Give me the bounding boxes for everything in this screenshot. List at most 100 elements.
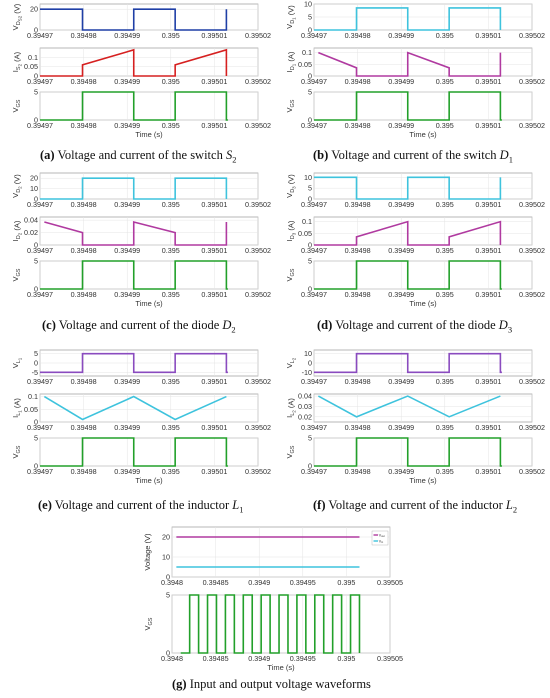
x-tick-label: 0.39498 — [345, 290, 371, 299]
x-tick-label: 0.39499 — [114, 121, 140, 130]
x-tick-label: 0.395 — [436, 377, 454, 386]
y-tick-label: 0 — [34, 285, 38, 294]
x-tick-label: 0.39498 — [345, 121, 371, 130]
y-axis-label: VGS — [11, 268, 22, 281]
x-tick-label: 0.39501 — [475, 290, 501, 299]
plot-frame — [313, 260, 533, 290]
x-tick-label: 0.39499 — [388, 467, 414, 476]
x-tick-label: 0.39501 — [201, 467, 227, 476]
x-tick-label: 0.39497 — [27, 377, 53, 386]
x-tick-label: 0.39498 — [345, 246, 371, 255]
x-tick-label: 0.39501 — [475, 377, 501, 386]
plot-frame — [313, 393, 533, 423]
x-tick-label: 0.39498 — [345, 377, 371, 386]
y-tick-label: 10 — [304, 0, 312, 9]
x-tick-label: 0.39501 — [475, 200, 501, 209]
x-tick-label: 0.395 — [337, 578, 355, 587]
x-tick-label: 0.39499 — [114, 246, 140, 255]
plot-frame — [39, 216, 259, 246]
y-tick-label: 5 — [308, 88, 312, 97]
x-tick-label: 0.39501 — [475, 121, 501, 130]
x-tick-label: 0.39502 — [519, 200, 545, 209]
plot-frame — [39, 172, 259, 200]
y-tick-label: 0 — [34, 116, 38, 125]
plot-e-bot: 0.39497 0.39498 0.39499 0.395 0.39501 0.39502… — [11, 434, 271, 486]
x-tick-label: 0.39502 — [245, 290, 271, 299]
x-tick-label: 0.39498 — [71, 31, 97, 40]
y-axis-label: VGS — [143, 617, 154, 630]
y-axis-label: ID3 (A) — [285, 220, 297, 241]
x-tick-label: 0.3949 — [248, 578, 270, 587]
x-tick-label: 0.39501 — [201, 423, 227, 432]
y-tick-label: 5 — [34, 434, 38, 443]
x-tick-label: 0.395 — [436, 31, 454, 40]
plot-frame — [313, 437, 533, 467]
plot-c-mid: 0.39497 0.39498 0.39499 0.395 0.39501 0.39502… — [11, 216, 271, 255]
x-tick-label: 0.39498 — [71, 467, 97, 476]
caption-e: (e) Voltage and current of the inductor … — [38, 498, 244, 515]
caption-f: (f) Voltage and current of the inductor … — [313, 498, 518, 515]
x-tick-label: 0.39501 — [201, 377, 227, 386]
plot-b-mid: 0.39497 0.39498 0.39499 0.395 0.39501 0.39502… — [285, 47, 545, 86]
x-tick-label: 0.39501 — [201, 77, 227, 86]
x-tick-label: 0.395 — [162, 121, 180, 130]
x-tick-label: 0.39502 — [245, 200, 271, 209]
y-tick-label: 0.1 — [28, 392, 38, 401]
x-tick-label: 0.3949 — [248, 654, 270, 663]
series-line-trace — [180, 594, 361, 654]
x-tick-label: 0.39498 — [345, 467, 371, 476]
x-tick-label: 0.39499 — [388, 377, 414, 386]
series-line-trace — [318, 51, 502, 77]
x-tick-label: 0.39498 — [71, 246, 97, 255]
y-tick-label: 0 — [34, 462, 38, 471]
series-line-trace — [44, 220, 228, 246]
plot-frame — [39, 260, 259, 290]
x-tick-label: 0.39502 — [519, 377, 545, 386]
y-axis-label: VD1 (V) — [285, 5, 297, 29]
x-tick-label: 0.39495 — [290, 578, 316, 587]
y-axis-label: VGS — [11, 99, 22, 112]
y-tick-label: 0.04 — [24, 216, 38, 225]
x-tick-label: 0.39502 — [519, 121, 545, 130]
y-tick-label: 5 — [308, 257, 312, 266]
x-tick-label: 0.39502 — [519, 290, 545, 299]
x-tick-label: 0.39502 — [245, 377, 271, 386]
plot-b-bot: 0.39497 0.39498 0.39499 0.395 0.39501 0.39502… — [285, 88, 545, 140]
plot-d-mid: 0.39497 0.39498 0.39499 0.395 0.39501 0.39502… — [285, 216, 545, 255]
x-tick-label: 0.3948 — [161, 654, 183, 663]
plot-f-mid: 0.39497 0.39498 0.39499 0.395 0.39501 0.39502… — [285, 392, 545, 432]
x-axis-label: Time (s) — [409, 130, 437, 139]
series-line-trace — [314, 437, 502, 467]
x-tick-label: 0.395 — [162, 31, 180, 40]
x-tick-label: 0.39499 — [114, 31, 140, 40]
x-tick-label: 0.395 — [162, 246, 180, 255]
x-tick-label: 0.39501 — [201, 31, 227, 40]
y-tick-label: 10 — [304, 173, 312, 182]
plot-d-bot: 0.39497 0.39498 0.39499 0.395 0.39501 0.39502… — [285, 257, 545, 309]
y-tick-label: 0.02 — [24, 228, 38, 237]
legend-entry: Vin — [379, 539, 384, 544]
y-tick-label: 0 — [308, 285, 312, 294]
y-axis-label: IS2 (A) — [11, 51, 23, 72]
x-tick-label: 0.39497 — [27, 200, 53, 209]
x-tick-label: 0.39499 — [114, 467, 140, 476]
x-tick-label: 0.39485 — [203, 654, 229, 663]
caption-g: (g) Input and output voltage waveforms — [172, 677, 371, 691]
x-tick-label: 0.39502 — [245, 246, 271, 255]
x-tick-label: 0.39498 — [345, 423, 371, 432]
y-tick-label: 0.05 — [298, 60, 312, 69]
y-tick-label: 5 — [34, 349, 38, 358]
y-tick-label: 0.05 — [24, 62, 38, 71]
plot-f-top: 0.39497 0.39498 0.39499 0.395 0.39501 0.39502… — [285, 349, 545, 386]
y-tick-label: 5 — [308, 184, 312, 193]
y-tick-label: 10 — [162, 553, 170, 562]
x-tick-label: 0.39501 — [475, 77, 501, 86]
x-tick-label: 0.39499 — [388, 423, 414, 432]
y-tick-label: 0 — [308, 26, 312, 35]
x-tick-label: 0.39497 — [301, 200, 327, 209]
y-tick-label: 0 — [34, 241, 38, 250]
x-tick-label: 0.39501 — [475, 31, 501, 40]
x-tick-label: 0.39502 — [245, 77, 271, 86]
x-tick-label: 0.39497 — [301, 290, 327, 299]
